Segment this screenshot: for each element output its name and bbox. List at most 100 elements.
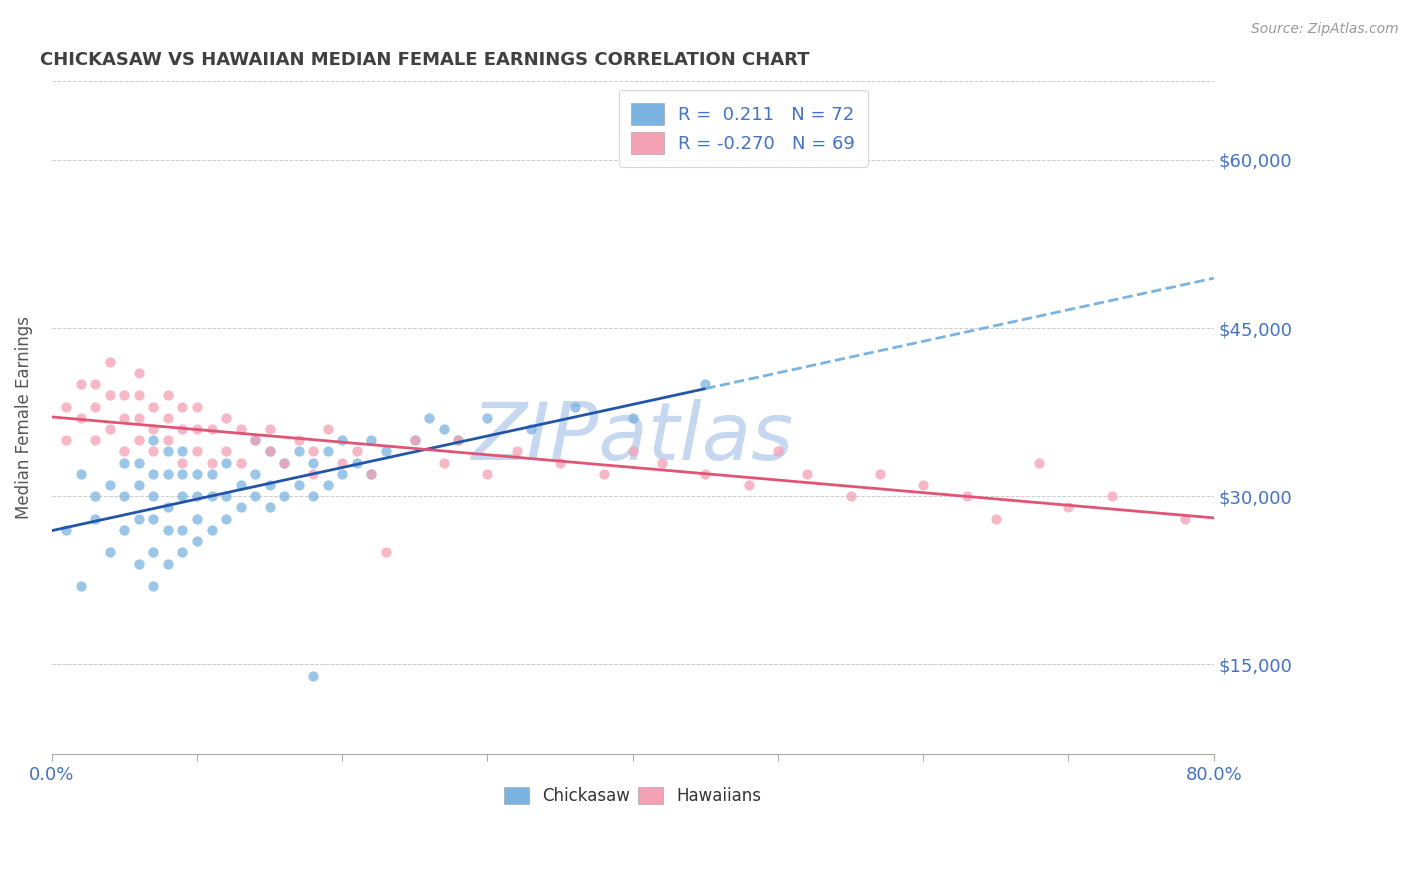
Point (128, 434, 150, 448)
Point (186, 534, 208, 549)
Point (766, 444, 789, 458)
Point (651, 456, 673, 470)
Point (172, 467, 194, 481)
Point (98, 355, 121, 369)
Point (186, 489, 208, 503)
Point (215, 489, 238, 503)
Point (360, 467, 382, 481)
Point (316, 444, 339, 458)
Point (200, 467, 222, 481)
Point (215, 444, 238, 458)
Point (156, 523, 179, 537)
Point (259, 422, 281, 436)
Point (186, 400, 208, 414)
Point (84, 434, 107, 448)
Point (84, 377, 107, 392)
Point (142, 545, 165, 559)
Point (404, 434, 426, 448)
Point (69, 579, 91, 593)
Point (912, 478, 935, 492)
Point (404, 434, 426, 448)
Point (142, 444, 165, 458)
Point (156, 388, 179, 402)
Point (186, 422, 208, 436)
Point (956, 489, 979, 503)
Point (55, 434, 77, 448)
Point (433, 456, 456, 470)
Point (55, 400, 77, 414)
Point (477, 467, 499, 481)
Point (259, 478, 281, 492)
Point (98, 422, 121, 436)
Y-axis label: Median Female Earnings: Median Female Earnings (15, 317, 32, 519)
Point (200, 456, 222, 470)
Point (1028, 456, 1050, 470)
Point (142, 579, 165, 593)
Point (243, 434, 266, 448)
Point (128, 512, 150, 526)
Point (695, 377, 717, 392)
Text: ZIPatlas: ZIPatlas (471, 399, 794, 477)
Text: CHICKASAW VS HAWAIIAN MEDIAN FEMALE EARNINGS CORRELATION CHART: CHICKASAW VS HAWAIIAN MEDIAN FEMALE EARN… (41, 51, 810, 69)
Point (302, 444, 325, 458)
Point (287, 434, 309, 448)
Point (330, 467, 353, 481)
Point (229, 478, 252, 492)
Point (302, 467, 325, 481)
Point (172, 523, 194, 537)
Point (592, 467, 614, 481)
Point (360, 467, 382, 481)
Point (418, 410, 440, 425)
Point (84, 512, 107, 526)
Point (302, 456, 325, 470)
Point (98, 388, 121, 402)
Point (142, 467, 165, 481)
Point (433, 422, 456, 436)
Point (287, 444, 309, 458)
Point (186, 512, 208, 526)
Point (259, 500, 281, 515)
Point (128, 456, 150, 470)
Point (156, 467, 179, 481)
Point (346, 456, 368, 470)
Point (564, 400, 586, 414)
Point (316, 478, 339, 492)
Point (98, 478, 121, 492)
Point (200, 523, 222, 537)
Point (55, 523, 77, 537)
Point (200, 422, 222, 436)
Point (215, 410, 238, 425)
Point (112, 523, 135, 537)
Point (360, 434, 382, 448)
Point (229, 500, 252, 515)
Point (374, 444, 396, 458)
Point (128, 366, 150, 380)
Point (172, 489, 194, 503)
Point (156, 434, 179, 448)
Point (156, 410, 179, 425)
Point (243, 489, 266, 503)
Point (302, 669, 325, 683)
Point (172, 545, 194, 559)
Point (128, 478, 150, 492)
Point (69, 467, 91, 481)
Point (738, 478, 761, 492)
Point (142, 489, 165, 503)
Point (1101, 489, 1123, 503)
Point (172, 444, 194, 458)
Point (229, 456, 252, 470)
Point (520, 422, 543, 436)
Point (548, 456, 571, 470)
Point (172, 422, 194, 436)
Point (156, 500, 179, 515)
Point (215, 512, 238, 526)
Point (156, 444, 179, 458)
Point (243, 467, 266, 481)
Point (142, 422, 165, 436)
Point (142, 400, 165, 414)
Point (287, 478, 309, 492)
Point (142, 512, 165, 526)
Point (273, 489, 295, 503)
Point (128, 410, 150, 425)
Point (839, 489, 862, 503)
